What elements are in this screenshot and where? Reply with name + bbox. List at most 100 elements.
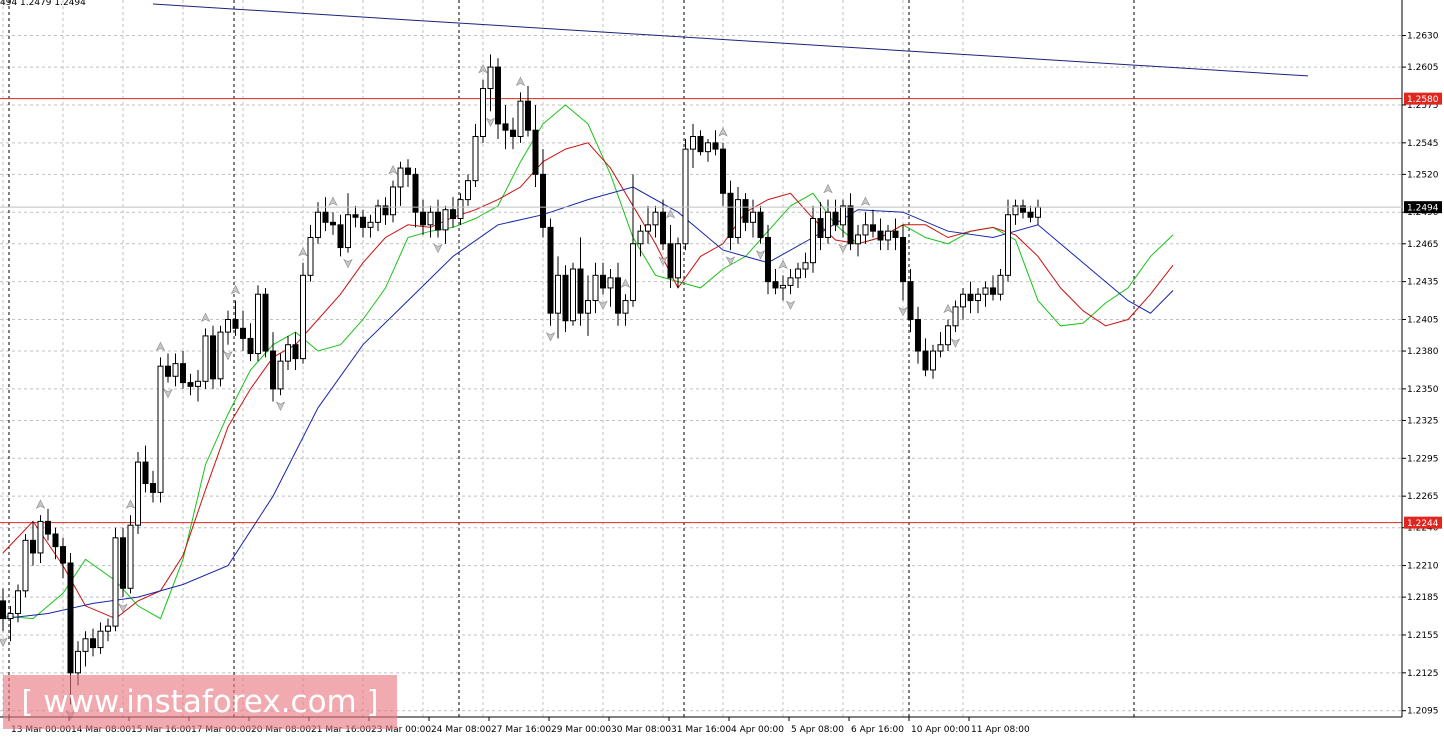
fractal-down-marker xyxy=(275,401,286,411)
candle-bear xyxy=(90,638,96,649)
x-tick-label: 27 Mar 16:00 xyxy=(491,725,551,735)
candle-bull xyxy=(810,218,816,264)
candle-bear xyxy=(742,199,749,223)
candle-bull xyxy=(930,350,936,371)
candle-bear xyxy=(660,211,666,245)
fractal-up-marker xyxy=(388,165,398,175)
candle-bull xyxy=(637,230,644,245)
candle-bear xyxy=(847,205,854,245)
candle-bear xyxy=(615,277,621,314)
fractal-up-marker xyxy=(515,76,526,87)
y-tick-label: 1.2350 xyxy=(1407,385,1439,395)
current-price-tag xyxy=(1404,201,1442,214)
candle-bear xyxy=(502,123,509,131)
candle-bull xyxy=(945,325,951,346)
fractal-up-marker xyxy=(778,259,788,269)
watermark: [ www.instaforex.com ] xyxy=(3,675,397,729)
fractal-down-marker xyxy=(785,300,796,310)
candle-bear xyxy=(322,211,329,223)
fractal-down-marker xyxy=(0,637,8,647)
candle-bear xyxy=(360,216,366,228)
candle-bear xyxy=(547,226,554,314)
y-tick-label: 1.2520 xyxy=(1407,170,1439,180)
candle-bull xyxy=(795,268,801,279)
fractal-up-marker xyxy=(478,64,488,74)
candle-bear xyxy=(352,214,359,218)
candle-bull xyxy=(862,224,869,236)
x-tick-label: 11 Apr 08:00 xyxy=(971,725,1030,735)
indicator-medium-line xyxy=(2,142,1174,620)
candle-bull xyxy=(127,524,134,589)
indicator-lines xyxy=(2,104,1174,620)
x-tick-label: 23 Mar 00:00 xyxy=(371,725,431,735)
fractal-down-marker xyxy=(658,256,668,266)
y-tick-label: 1.2155 xyxy=(1407,631,1439,641)
candle-bear xyxy=(832,211,839,226)
candle-bull xyxy=(135,461,141,526)
candle-bull xyxy=(885,230,891,241)
candle-bear xyxy=(337,224,344,249)
candle-bear xyxy=(30,539,36,554)
x-tick-label: 21 Mar 16:00 xyxy=(311,725,371,735)
candle-bear xyxy=(757,211,764,238)
candle-bear xyxy=(67,562,74,674)
candle-bear xyxy=(60,546,66,564)
fractal-down-marker xyxy=(725,256,736,266)
candle-bull xyxy=(607,277,614,289)
candle-bear xyxy=(292,344,299,360)
candle-bear xyxy=(907,281,914,320)
fractal-up-marker xyxy=(718,127,728,137)
candle-bear xyxy=(495,66,501,125)
candle-bear xyxy=(210,335,216,380)
candle-bear xyxy=(247,337,254,355)
y-tick-label: 1.2095 xyxy=(1407,707,1439,717)
candle-bear xyxy=(600,274,606,289)
candle-bull xyxy=(982,287,989,295)
candle-bull xyxy=(487,66,494,90)
y-tick-label: 1.2265 xyxy=(1407,492,1439,502)
candle-bear xyxy=(165,365,171,377)
candle-bear xyxy=(712,142,719,150)
candle-bull xyxy=(157,365,164,493)
level-price-tag xyxy=(1404,92,1442,105)
candle-bull xyxy=(22,539,29,592)
trendline-line xyxy=(152,3,1309,77)
candle-bull xyxy=(1005,214,1011,276)
x-tick-label: 13 Mar 00:00 xyxy=(11,725,71,735)
candle-bear xyxy=(45,520,51,535)
fractal-up-marker xyxy=(665,209,676,219)
candle-bull xyxy=(255,293,261,355)
fractal-down-marker xyxy=(755,250,766,260)
x-tick-label: 14 Mar 08:00 xyxy=(71,725,131,735)
candle-bull xyxy=(315,211,321,238)
candle-bull xyxy=(172,363,179,377)
candle-bull xyxy=(367,221,374,228)
candle-bull xyxy=(570,268,576,322)
indicator-slow-line xyxy=(2,186,1174,620)
fractal-up-marker xyxy=(298,247,308,257)
candle-bear xyxy=(435,211,441,231)
candle-bull xyxy=(277,360,284,390)
candle-bear xyxy=(187,382,194,387)
candle-bull xyxy=(690,136,696,150)
fractal-down-marker xyxy=(598,300,608,310)
y-tick-label: 1.2295 xyxy=(1407,454,1439,464)
candle-bear xyxy=(142,461,149,485)
candle-bull xyxy=(15,590,21,615)
candle-bear xyxy=(540,173,546,228)
y-tick-label: 1.2325 xyxy=(1407,416,1439,426)
candle-bear xyxy=(52,533,59,548)
candle-bear xyxy=(270,350,276,390)
fractal-up-marker xyxy=(823,183,833,194)
candle-bull xyxy=(472,136,479,182)
candle-bear xyxy=(720,148,726,194)
candle-bull xyxy=(997,274,1004,295)
candle-bull xyxy=(1012,205,1019,216)
candle-bear xyxy=(510,129,516,138)
level-price-label: 1.2580 xyxy=(1407,95,1439,105)
candle-bear xyxy=(562,274,569,322)
candle-bear xyxy=(405,167,411,175)
candle-bull xyxy=(802,262,809,270)
candle-bull xyxy=(622,300,629,314)
fractal-up-marker xyxy=(860,196,871,206)
